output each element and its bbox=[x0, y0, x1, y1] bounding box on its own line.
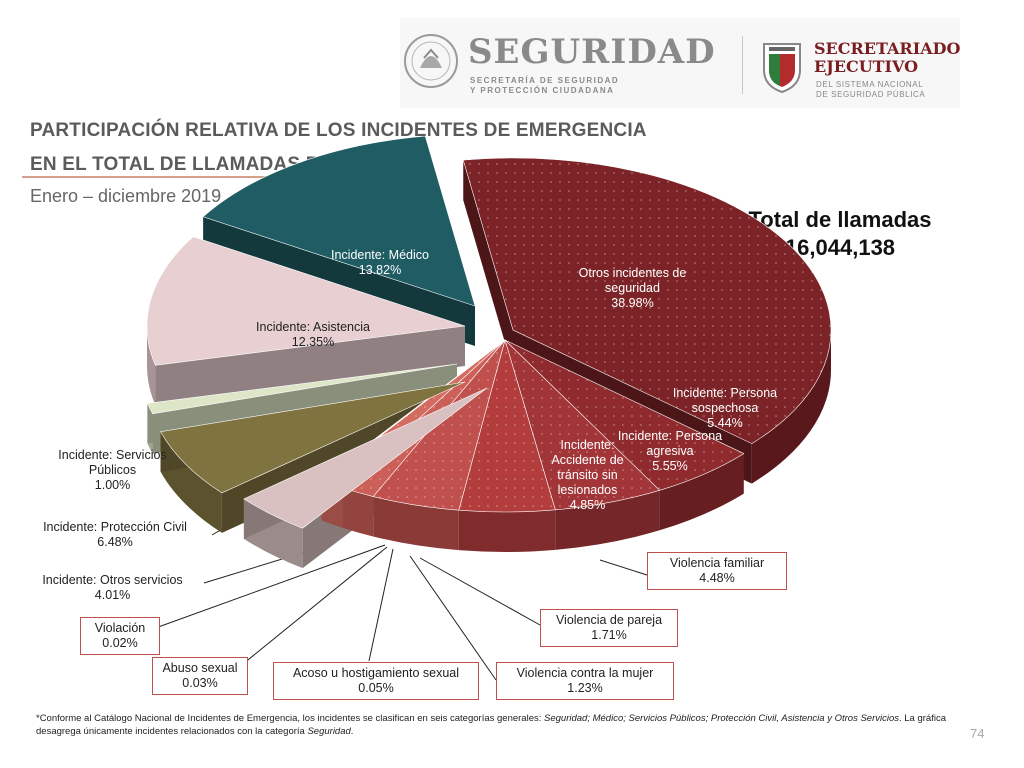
header-divider bbox=[742, 36, 743, 94]
label-violencia-pareja: Violencia de pareja 1.71% bbox=[540, 609, 678, 647]
pie-slice-texture bbox=[373, 340, 505, 511]
pie-slice-texture bbox=[463, 157, 831, 444]
leader-lines bbox=[149, 447, 648, 681]
label-otros-servicios: Incidente: Otros servicios 4.01% bbox=[42, 573, 183, 602]
mexico-seal-icon bbox=[404, 34, 458, 88]
label-accidente-transito: Incidente: Accidente de tránsito sin les… bbox=[551, 438, 624, 512]
label-incidente-asistencia: Incidente: Asistencia 12.35% bbox=[256, 320, 370, 349]
leader-line bbox=[368, 548, 394, 662]
label-servicios-publicos: Incidente: Servicios Públicos 1.00% bbox=[58, 448, 167, 492]
leader-line bbox=[149, 544, 386, 631]
se-subtitle: DEL SISTEMA NACIONAL DE SEGURIDAD PÚBLIC… bbox=[816, 80, 926, 99]
pie-slice-incidente-protecci-n-civil bbox=[160, 381, 466, 494]
pie-slice-texture bbox=[505, 340, 744, 491]
label-acoso-hostigamiento: Acoso u hostigamiento sexual 0.05% bbox=[273, 662, 479, 700]
leader-line bbox=[409, 555, 497, 681]
brand-subtitle: SECRETARÍA DE SEGURIDAD Y PROTECCIÓN CIU… bbox=[470, 76, 620, 95]
pie-slice-incidente-otros-servicios bbox=[243, 387, 488, 529]
se-title: SECRETARIADO EJECUTIVO bbox=[814, 39, 961, 76]
leader-line bbox=[237, 546, 388, 669]
total-calls: Total de llamadas 16,044,138 bbox=[748, 207, 932, 260]
title-underline bbox=[22, 176, 368, 178]
leader-line bbox=[599, 559, 648, 576]
page-number: 74 bbox=[970, 726, 985, 741]
chart-subtitle: Enero – diciembre 2019 bbox=[30, 186, 222, 206]
pie-slice-incidente-asistencia bbox=[146, 236, 466, 366]
pie-slices bbox=[146, 135, 832, 529]
pie-cut-face bbox=[155, 326, 466, 406]
label-incidente-medico: Incidente: Médico 13.82% bbox=[331, 248, 429, 277]
label-violacion: Violación 0.02% bbox=[80, 617, 160, 655]
label-persona-sospechosa: Incidente: Persona sospechosa 5.44% bbox=[672, 386, 778, 430]
footnote: *Conforme al Catálogo Nacional de Incide… bbox=[36, 713, 946, 737]
brand-title: SEGURIDAD bbox=[468, 32, 716, 72]
pie-slice-texture bbox=[458, 340, 556, 512]
header-band bbox=[400, 18, 960, 108]
pie-side-otros-incidentes-de-seguridad bbox=[751, 330, 831, 484]
label-abuso-sexual: Abuso sexual 0.03% bbox=[152, 657, 248, 695]
pie-side-incidente-persona-sospechosa bbox=[659, 453, 744, 531]
pie-slice-incidente-servicios-p-blicos bbox=[146, 363, 458, 415]
leader-line bbox=[419, 557, 541, 626]
pie-side-violencia-de-pareja bbox=[342, 487, 374, 537]
pie-side-incidente-accidente-de-tr-nsito-sin-lesionados bbox=[458, 509, 556, 552]
label-proteccion-civil: Incidente: Protección Civil 6.48% bbox=[43, 520, 187, 549]
label-otros-incidentes-seguridad: Otros incidentes de seguridad 38.98% bbox=[578, 266, 687, 310]
pie-slice-incidente-m-dico bbox=[202, 135, 476, 307]
pie-cut-face bbox=[463, 160, 513, 370]
shield-icon bbox=[763, 43, 801, 94]
pie-side-incidente-persona-agresiva bbox=[555, 490, 660, 550]
label-violencia-familiar: Violencia familiar 4.48% bbox=[647, 552, 787, 590]
pie-side-violencia-familiar bbox=[373, 496, 459, 551]
pie-slice-texture bbox=[505, 340, 660, 510]
label-violencia-mujer: Violencia contra la mujer 1.23% bbox=[496, 662, 674, 700]
label-persona-agresiva: Incidente: Persona agresiva 5.55% bbox=[617, 429, 723, 473]
